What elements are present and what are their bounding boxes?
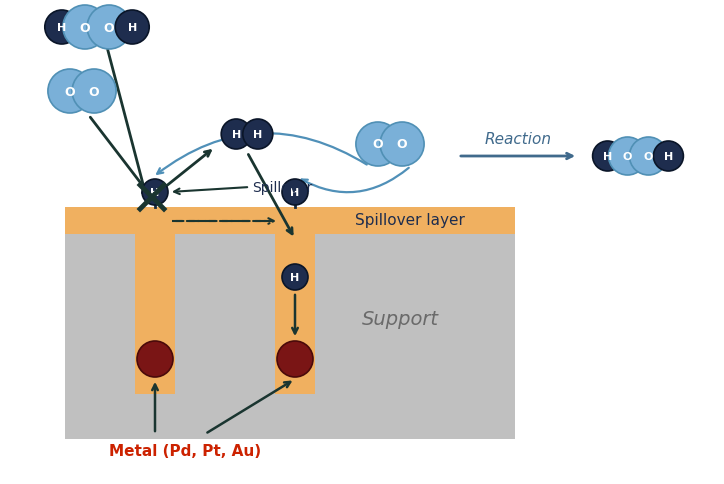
Text: H: H (253, 130, 262, 140)
Text: H: H (127, 23, 137, 33)
Circle shape (653, 142, 683, 172)
Text: O: O (644, 151, 653, 162)
Text: O: O (89, 85, 99, 98)
Text: Metal (Pd, Pt, Au): Metal (Pd, Pt, Au) (109, 443, 261, 458)
Circle shape (222, 120, 251, 150)
Bar (65, 235, 515, 439)
Circle shape (356, 123, 400, 166)
Circle shape (243, 120, 273, 150)
Circle shape (593, 142, 623, 172)
Circle shape (87, 6, 131, 50)
Circle shape (45, 11, 79, 45)
Text: H: H (664, 151, 673, 162)
Bar (135, 208, 175, 394)
Circle shape (282, 180, 308, 206)
Circle shape (72, 70, 116, 114)
Text: H: H (290, 188, 300, 197)
Text: H: H (232, 130, 241, 140)
Circle shape (48, 70, 92, 114)
Circle shape (629, 138, 668, 176)
Text: O: O (104, 21, 114, 34)
Text: Spillover layer: Spillover layer (355, 213, 465, 228)
Text: H: H (151, 188, 159, 197)
Text: Reaction: Reaction (484, 132, 552, 147)
Circle shape (115, 11, 149, 45)
Text: Spillover: Spillover (252, 181, 312, 195)
Text: Support: Support (361, 310, 439, 329)
Circle shape (142, 180, 168, 206)
Circle shape (63, 6, 107, 50)
Text: H: H (603, 151, 613, 162)
Circle shape (282, 264, 308, 290)
Circle shape (277, 341, 313, 377)
Circle shape (609, 138, 647, 176)
Bar (275, 208, 315, 394)
Bar (65, 208, 515, 235)
Text: O: O (80, 21, 90, 34)
Text: O: O (623, 151, 632, 162)
Text: H: H (57, 23, 67, 33)
Text: O: O (64, 85, 75, 98)
Text: H: H (290, 272, 300, 283)
Text: O: O (397, 138, 408, 151)
Text: O: O (373, 138, 383, 151)
Circle shape (380, 123, 424, 166)
Circle shape (137, 341, 173, 377)
